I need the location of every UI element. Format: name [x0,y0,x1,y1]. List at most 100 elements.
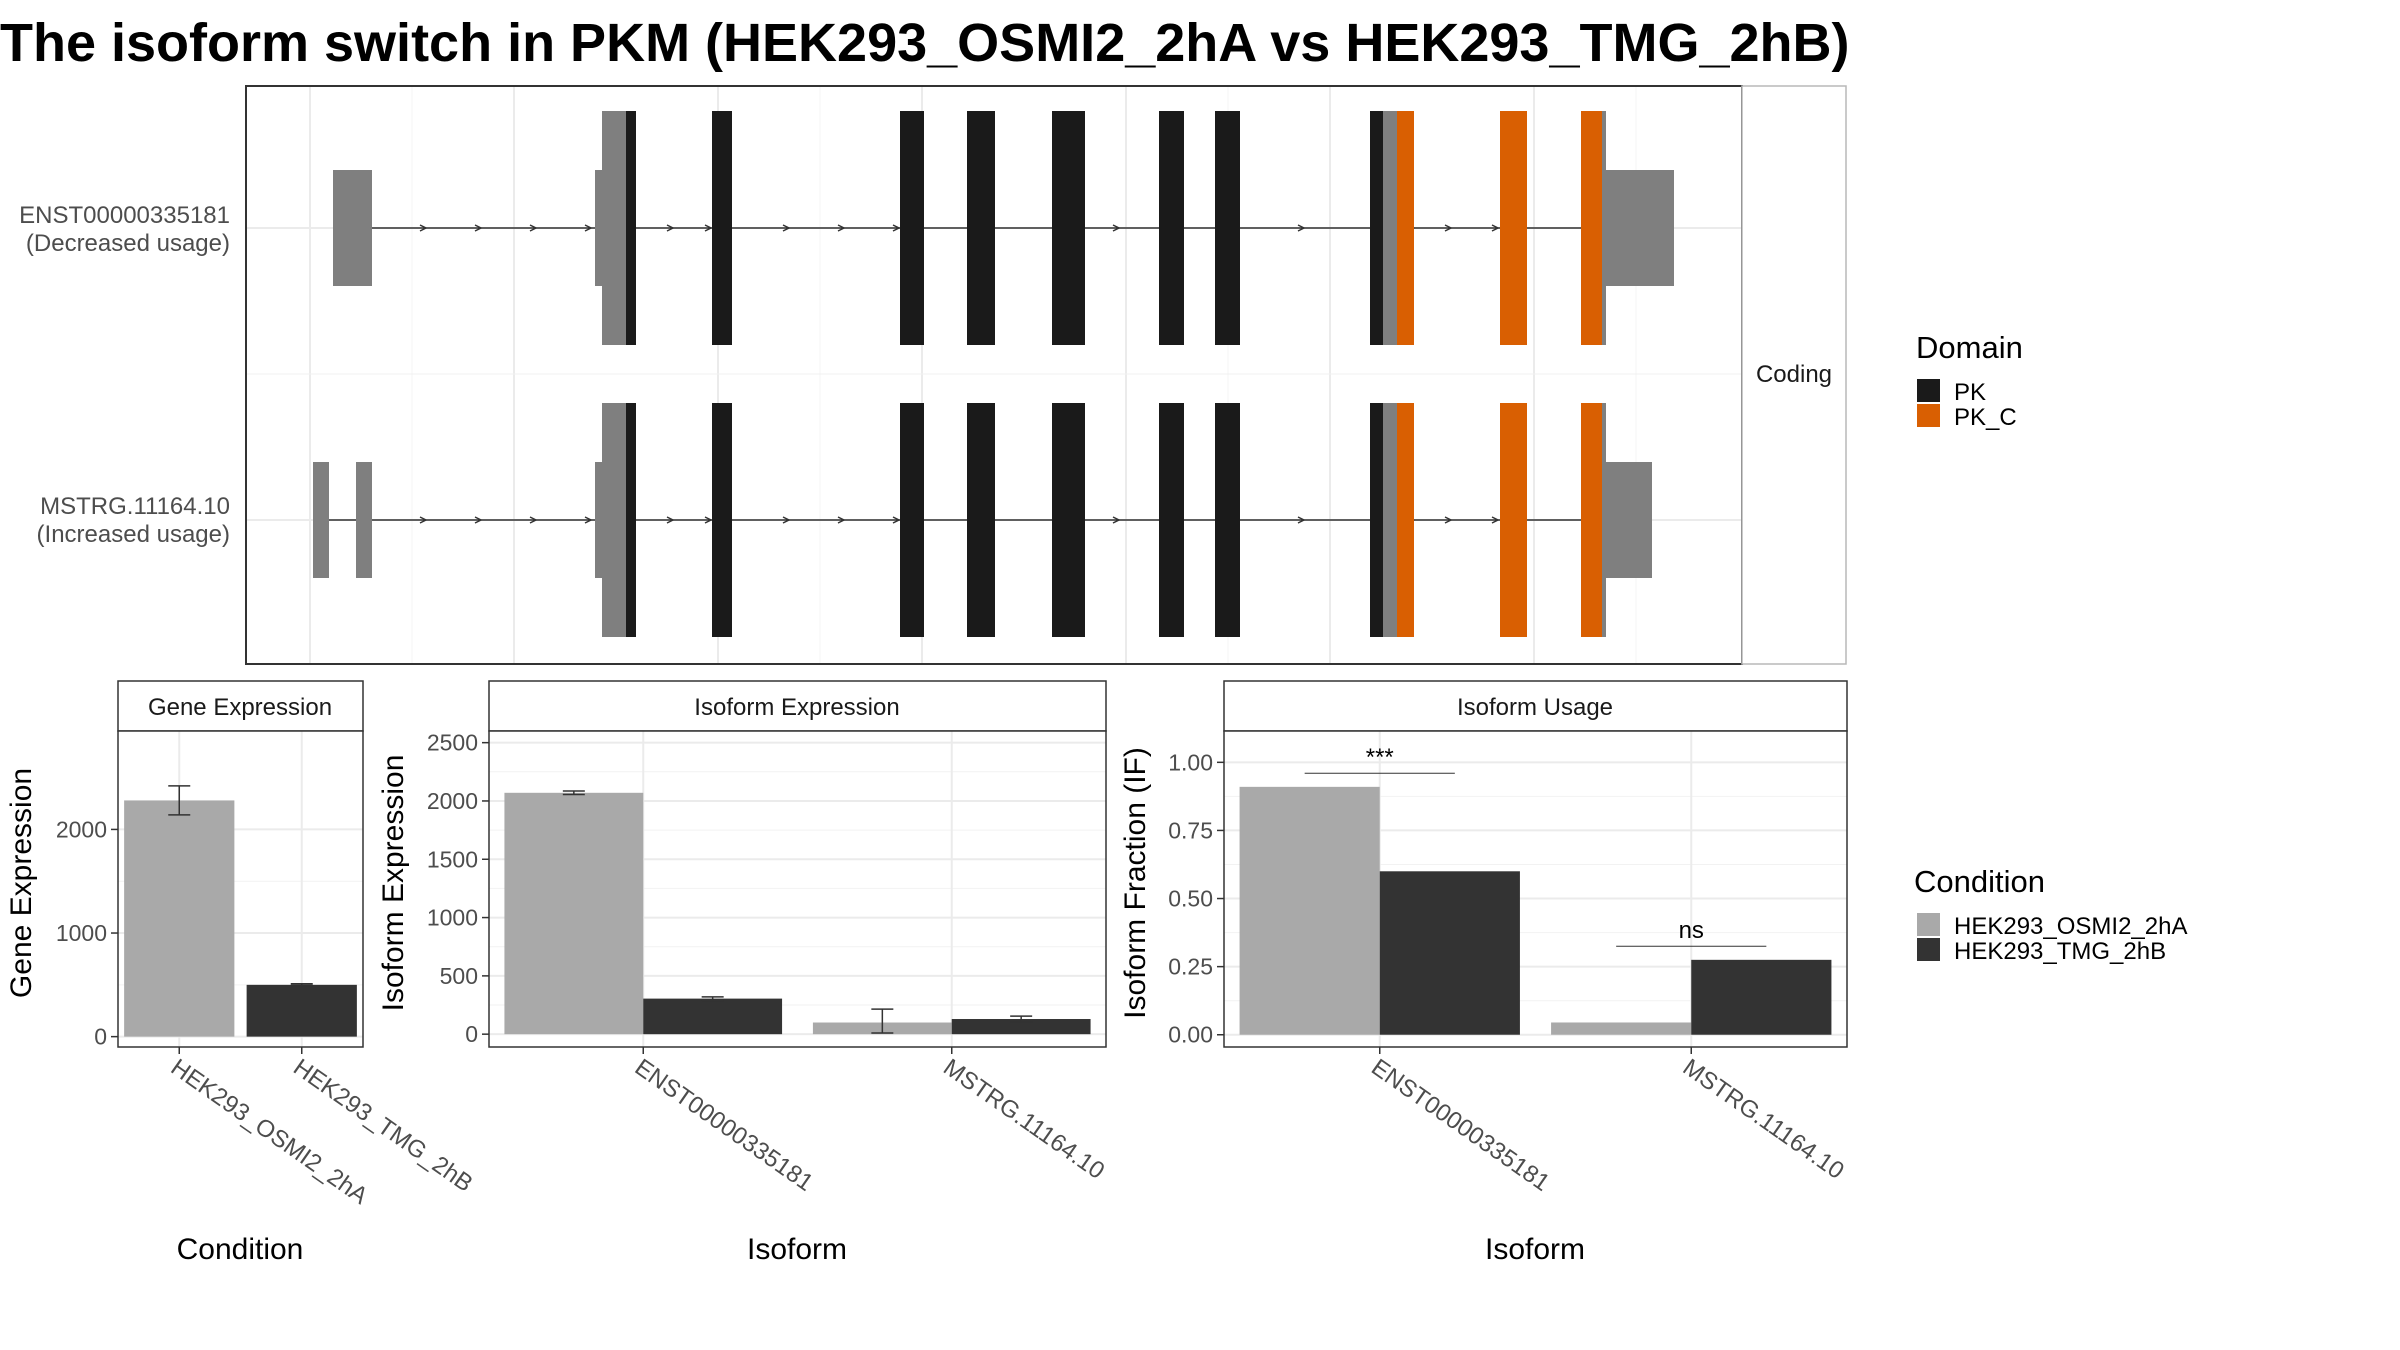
isoform-expression-y-tick-label: 1000 [427,905,478,931]
gene-expression-y-tick-label: 2000 [56,816,107,842]
isoform-usage-bar [1691,959,1832,1035]
isoform-1-pk-domain-exon [1215,111,1240,345]
isoform-usage-xlabel: Isoform [1485,1233,1585,1266]
isoform-expression-plot: 0 500 1000 1500 2000 2500 ENST00000335181 MSTRG… [427,730,1110,1197]
isoform-1-pk-c-domain-exon [1500,111,1527,345]
isoform-1-direction-arrow [529,224,538,232]
isoform-1-pk-domain-exon [1159,111,1184,345]
isoform-1-direction-arrow [837,224,846,232]
isoform-2-label: MSTRG.11164.10 [40,493,230,520]
isoform-1-direction-arrow [782,224,791,232]
isoform-1-utr5-exon [333,170,372,286]
isoform-1-pk-domain-exon [967,111,995,345]
isoform-usage-y-tick-label: 0.75 [1168,817,1213,843]
isoform-usage-y-tick-label: 0.25 [1168,954,1213,980]
isoform-1-pk-domain-exon [712,111,732,345]
isoform-2-pk-domain-exon [900,403,924,637]
isoform-2-direction-arrow [1491,516,1500,524]
gene-expression-xlabel: Condition [177,1233,304,1266]
isoform-expression-y-tick-label: 2500 [427,730,478,756]
isoform-2-utr3-exon [1604,462,1652,578]
isoform-1-utr3-exon [1604,170,1674,286]
isoform-expression-panel: Isoform Expression 0 500 1000 1500 2000 2500 E… [377,680,1110,1266]
isoform-2-coding-exon [1383,403,1397,637]
isoform-usage-significance-label: *** [1366,744,1394,771]
isoform-2-pk-domain-exon [626,403,636,637]
isoform-1-pk-c-domain-exon [1581,111,1602,345]
isoform-1-direction-arrow [666,224,675,232]
isoform-2-pk-c-domain-exon [1397,403,1414,637]
isoform-2-pk-domain-exon [967,403,995,637]
isoform-usage-bar [1239,786,1380,1035]
isoform-1-direction-arrow [419,224,428,232]
isoform-1-pk-domain-exon [1052,111,1085,345]
isoform-expression-y-tick-label: 0 [465,1021,478,1047]
isoform-expression-y-tick-label: 1500 [427,846,478,872]
legend-label-tmg: HEK293_TMG_2hB [1954,938,2166,965]
isoform-expression-x-tick-label: ENST00000335181 [630,1054,818,1197]
isoform-2-direction-arrow [704,516,713,524]
isoform-usage-significance-label: ns [1679,917,1704,944]
isoform-2-pk-domain-exon [712,403,732,637]
legend-key-tmg [1917,938,1940,961]
legend-key-osmi2 [1917,913,1940,936]
isoform-usage-plot: *** ns 0.00 0.25 0.50 0.75 1.00 ENST00000335181… [1168,730,1849,1197]
isoform-2-usage: (Increased usage) [37,521,230,548]
gene-expression-panel-border [117,730,364,1048]
isoform-2-utr5-exon-part [595,462,605,578]
isoform-2-utr5-exon [356,462,372,578]
isoform-2-coding-utr-exon [602,403,626,637]
condition-legend: Condition HEK293_OSMI2_2hA HEK293_TMG_2h… [1914,864,2187,965]
isoform-2-direction-arrow [1297,516,1306,524]
gene-expression-y-tick-label: 0 [94,1024,107,1050]
isoform-usage-y-tick-label: 0.50 [1168,886,1213,912]
isoform-1-usage: (Decreased usage) [26,230,230,257]
gene-expression-bar [124,800,235,1037]
strip-label-coding: Coding [1756,361,1832,388]
condition-legend-title: Condition [1914,864,2045,899]
isoform-1-direction-arrow [892,224,901,232]
isoform-1-pk-c-domain-exon [1397,111,1414,345]
isoform-2-pk-domain-exon [1052,403,1085,637]
isoform-1-direction-arrow [584,224,593,232]
structure-panel: Coding ENST00000335181 (Decreased usage)… [19,85,1847,665]
isoform-2-direction-arrow [419,516,428,524]
isoform-1-pk-domain-exon [1370,111,1383,345]
isoform-1-label: ENST00000335181 [19,202,230,229]
isoform-1-direction-arrow [1297,224,1306,232]
legend-key-pk [1917,379,1940,402]
isoform-expression-xlabel: Isoform [747,1233,847,1266]
domain-legend: Domain PK PK_C [1916,330,2023,431]
legend-label-pk-c: PK_C [1954,404,2017,431]
isoform-expression-bar [504,792,644,1035]
isoform-1-utr5-exon-part [595,170,605,286]
isoform-1-coding-exon [1383,111,1397,345]
isoform-1-pk-domain-exon [900,111,924,345]
isoform-2-direction-arrow [837,516,846,524]
gene-expression-y-tick-label: 1000 [56,920,107,946]
isoform-2-direction-arrow [782,516,791,524]
isoform-2-direction-arrow [892,516,901,524]
isoform-expression-y-tick-label: 500 [440,963,478,989]
isoform-2-direction-arrow [666,516,675,524]
isoform-2-direction-arrow [529,516,538,524]
isoform-expression-x-tick-label: MSTRG.11164.10 [938,1054,1109,1185]
isoform-1-direction-arrow [1444,224,1453,232]
main-title: The isoform switch in PKM (HEK293_OSMI2_… [0,13,1850,73]
isoform-expression-y-tick-label: 2000 [427,788,478,814]
isoform-1-coding-utr-exon [602,111,626,345]
isoform-1-pk-domain-exon [626,111,636,345]
isoform-expression-ylabel: Isoform Expression [377,755,410,1012]
legend-label-osmi2: HEK293_OSMI2_2hA [1954,913,2187,940]
structure-tracks [313,111,1674,637]
isoform-2-pk-domain-exon [1370,403,1383,637]
domain-legend-title: Domain [1916,330,2023,365]
isoform-usage-y-tick-label: 0.00 [1168,1022,1213,1048]
gene-expression-strip-label: Gene Expression [148,694,332,721]
isoform-1-direction-arrow [1112,224,1121,232]
isoform-2-pk-c-domain-exon [1500,403,1527,637]
isoform-usage-panel-border [1223,730,1848,1048]
legend-key-pk-c [1917,404,1940,427]
isoform-1-direction-arrow [704,224,713,232]
